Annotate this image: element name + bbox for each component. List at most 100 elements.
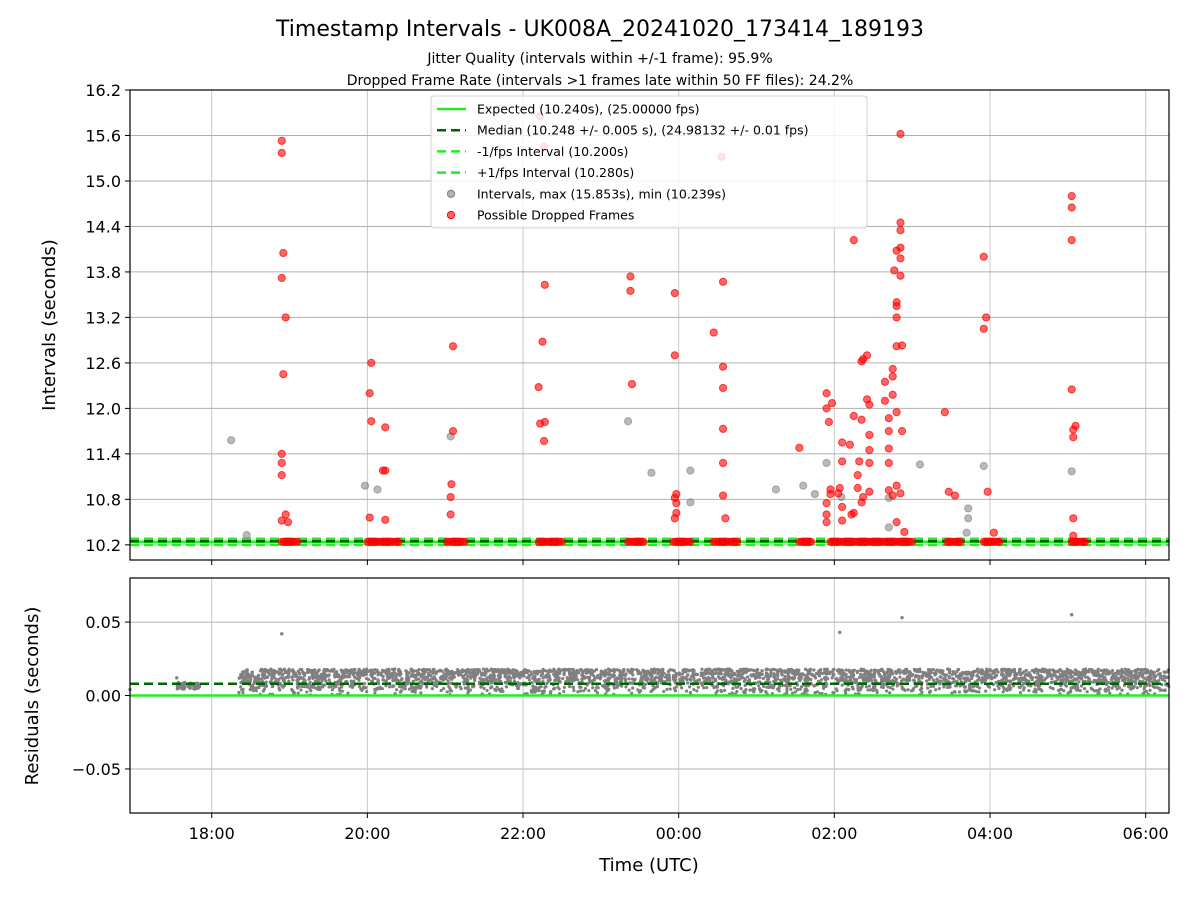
residual-point: [246, 673, 250, 677]
residual-point: [1116, 669, 1120, 673]
residual-point: [404, 669, 408, 673]
residual-point: [948, 668, 952, 673]
dropped-frame-point: [448, 427, 458, 436]
residual-point: [615, 685, 619, 689]
residual-point: [362, 681, 367, 686]
residual-point: [390, 675, 394, 679]
residual-point: [261, 679, 265, 684]
dropped-frame-point: [718, 383, 728, 393]
residual-point: [516, 686, 520, 690]
residual-point: [389, 672, 393, 676]
residual-point: [416, 686, 420, 690]
residual-point: [743, 677, 747, 681]
dropped-frame-point: [281, 510, 290, 519]
residual-point: [482, 686, 486, 691]
residual-point: [1018, 690, 1023, 695]
residual-point: [1037, 677, 1041, 681]
residual-point: [910, 689, 914, 693]
residual-point: [723, 679, 728, 684]
dropped-frame-point: [892, 408, 901, 417]
dropped-frame-point: [896, 129, 905, 139]
residual-point: [586, 668, 590, 672]
residual-point: [1040, 675, 1044, 680]
dropped-frame-point: [897, 341, 907, 350]
residual-point: [602, 679, 607, 683]
residual-point: [499, 679, 503, 684]
x-tick-label: 22:00: [500, 824, 546, 843]
dropped-frame-point: [900, 527, 909, 537]
residual-point: [693, 672, 697, 676]
residual-point: [858, 688, 862, 692]
bottom-y-ticks: −0.05 0.00 0.05: [72, 613, 130, 779]
residual-point: [592, 674, 596, 678]
residual-point: [896, 668, 901, 672]
residual-point: [662, 689, 666, 694]
top-axes-frame: [129, 89, 1170, 561]
residual-point: [466, 687, 470, 692]
residual-point: [572, 688, 576, 693]
residual-point: [775, 668, 779, 672]
interval-point: [822, 458, 831, 468]
residual-point: [994, 680, 998, 685]
dropped-frame-point: [944, 487, 953, 496]
residual-point: [392, 672, 396, 676]
residual-point: [561, 676, 565, 681]
residual-point: [1077, 680, 1081, 684]
residual-point: [1048, 672, 1053, 676]
residual-point: [927, 675, 931, 679]
dropped-frame-point: [381, 515, 390, 524]
residual-point: [612, 667, 616, 671]
residual-point: [446, 679, 450, 683]
dropped-frame-point: [460, 537, 469, 546]
residual-point: [746, 675, 750, 679]
residual-point: [630, 681, 635, 685]
residual-point: [579, 667, 583, 672]
residual-point: [1059, 679, 1063, 683]
residual-point: [849, 678, 853, 682]
residual-point: [612, 673, 616, 678]
residual-point: [977, 686, 982, 690]
residual-point: [971, 673, 975, 678]
residual-point: [194, 682, 199, 686]
residual-point: [941, 672, 945, 676]
residual-point: [399, 678, 404, 682]
dropped-frame-point: [982, 313, 991, 322]
residual-point: [490, 668, 494, 672]
residual-point: [606, 688, 611, 692]
residual-point: [686, 673, 690, 677]
residual-point: [826, 670, 830, 674]
residual-point: [813, 676, 818, 680]
residual-point: [174, 676, 179, 680]
residual-point: [906, 688, 910, 692]
residual-point: [1117, 686, 1122, 690]
dropped-frame-point: [446, 510, 455, 519]
residual-point: [1037, 687, 1041, 691]
residual-point: [787, 670, 791, 674]
residual-point: [912, 678, 916, 682]
residual-point: [591, 686, 595, 690]
residual-point: [610, 669, 614, 673]
residual-point: [1083, 675, 1088, 679]
residual-point: [750, 688, 755, 692]
residual-point: [496, 667, 500, 672]
residual-point: [1138, 684, 1143, 688]
residual-point: [494, 688, 498, 693]
dropped-frame-point: [896, 243, 905, 252]
residual-point: [1006, 671, 1010, 675]
residual-point: [392, 678, 397, 682]
residual-point: [1107, 685, 1111, 689]
residual-point: [454, 685, 458, 689]
residual-point: [653, 676, 657, 680]
residual-point: [613, 679, 617, 683]
residual-point: [412, 669, 416, 673]
dropped-frame-point: [822, 389, 831, 398]
residual-point: [329, 685, 333, 689]
residual-point: [529, 670, 533, 674]
residual-point: [590, 679, 594, 684]
residual-point: [536, 687, 540, 691]
dropped-frame-point: [897, 427, 907, 436]
residual-point: [598, 675, 602, 679]
dropped-frame-point: [822, 404, 831, 413]
residual-point: [541, 676, 545, 680]
residual-point: [841, 669, 845, 673]
